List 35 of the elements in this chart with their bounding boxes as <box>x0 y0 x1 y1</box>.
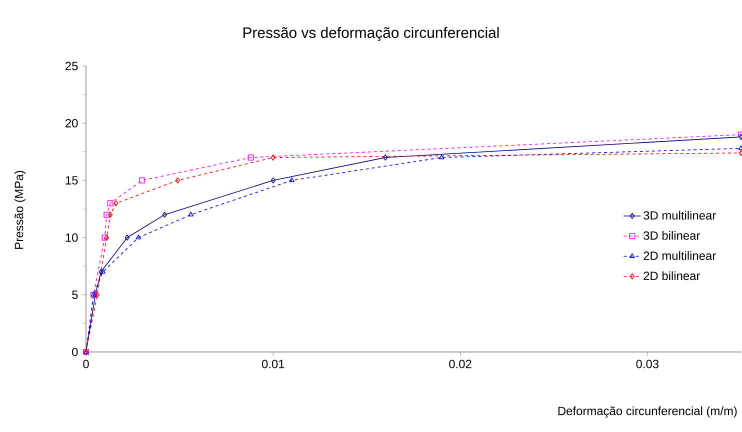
point <box>107 200 114 206</box>
point <box>102 234 108 241</box>
point <box>383 154 388 161</box>
chart-title: Pressão vs deformação circunferencial <box>243 27 499 41</box>
x-tick-label: 0.02 <box>449 360 472 368</box>
legend-label: 3D bilinear <box>644 231 700 240</box>
point <box>270 154 276 161</box>
y-tick-label: 20 <box>66 118 78 128</box>
legend-label: 2D multilinear <box>644 251 716 260</box>
point <box>438 154 444 160</box>
point <box>248 154 254 161</box>
point <box>104 212 110 218</box>
point <box>162 212 167 218</box>
x-axis-title: Deformação circunferencial (m/m) <box>558 406 737 418</box>
point <box>289 177 294 182</box>
point <box>175 177 180 184</box>
x-tick-label: 0 <box>83 360 89 368</box>
point <box>104 234 109 241</box>
legend-label: 2D bilinear <box>644 271 700 280</box>
point <box>114 200 118 206</box>
legend-label: 3D multilinear <box>644 210 716 220</box>
y-tick-label: 0 <box>72 348 78 356</box>
point <box>108 212 113 218</box>
point <box>188 212 194 216</box>
point <box>270 177 276 184</box>
y-tick-label: 25 <box>66 62 78 70</box>
x-tick-label: 0.03 <box>636 360 659 368</box>
point <box>124 234 130 241</box>
y-tick-label: 15 <box>66 176 78 185</box>
point <box>136 234 142 240</box>
y-tick-label: 5 <box>72 290 78 299</box>
y-tick-label: 10 <box>66 233 78 242</box>
point <box>139 177 146 184</box>
y-axis-title: Pressão (MPa) <box>14 170 26 249</box>
x-tick-label: 0.01 <box>262 360 284 368</box>
